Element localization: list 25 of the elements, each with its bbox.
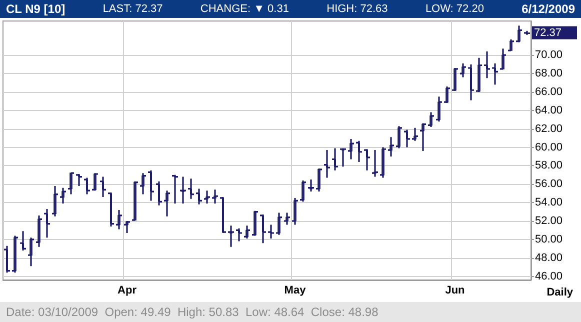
y-tick-label: 52.00 <box>535 215 563 228</box>
text: Daily <box>546 286 574 298</box>
y-tick-label: 64.00 <box>535 104 563 116</box>
text: CHANGE: ▼ 0.31 <box>200 3 289 15</box>
y-tick-label: 68.00 <box>535 68 563 80</box>
y-tick-label: 56.00 <box>535 178 563 190</box>
text: HIGH: 72.63 <box>326 3 388 15</box>
text: Date: 03/10/2009 Open: 49.49 High: 50.83 Low: 48.64 Close: 48.98 <box>6 305 378 319</box>
x-tick-label: Apr <box>118 284 138 296</box>
y-tick-label: 46.00 <box>535 270 563 282</box>
y-tick-label: 58.00 <box>535 160 563 172</box>
text: LOW: 72.20 <box>425 3 484 15</box>
x-tick-label: May <box>284 284 307 296</box>
y-tick-label: 66.00 <box>535 86 563 98</box>
y-tick-label: 60.00 <box>535 141 563 154</box>
y-tick-label: 70.00 <box>535 49 563 62</box>
text: LAST: 72.37 <box>102 3 163 15</box>
y-tick-label: 48.00 <box>535 252 563 264</box>
y-tick-label: 62.00 <box>535 122 563 135</box>
y-tick-label: 50.00 <box>535 233 563 246</box>
y-tick-label: 54.00 <box>535 196 563 209</box>
chart-title: CL N9 [10] <box>6 2 66 16</box>
text: 6/12/2009 <box>522 2 575 16</box>
text: 72.37 <box>534 26 562 39</box>
x-tick-label: Jun <box>445 284 466 296</box>
